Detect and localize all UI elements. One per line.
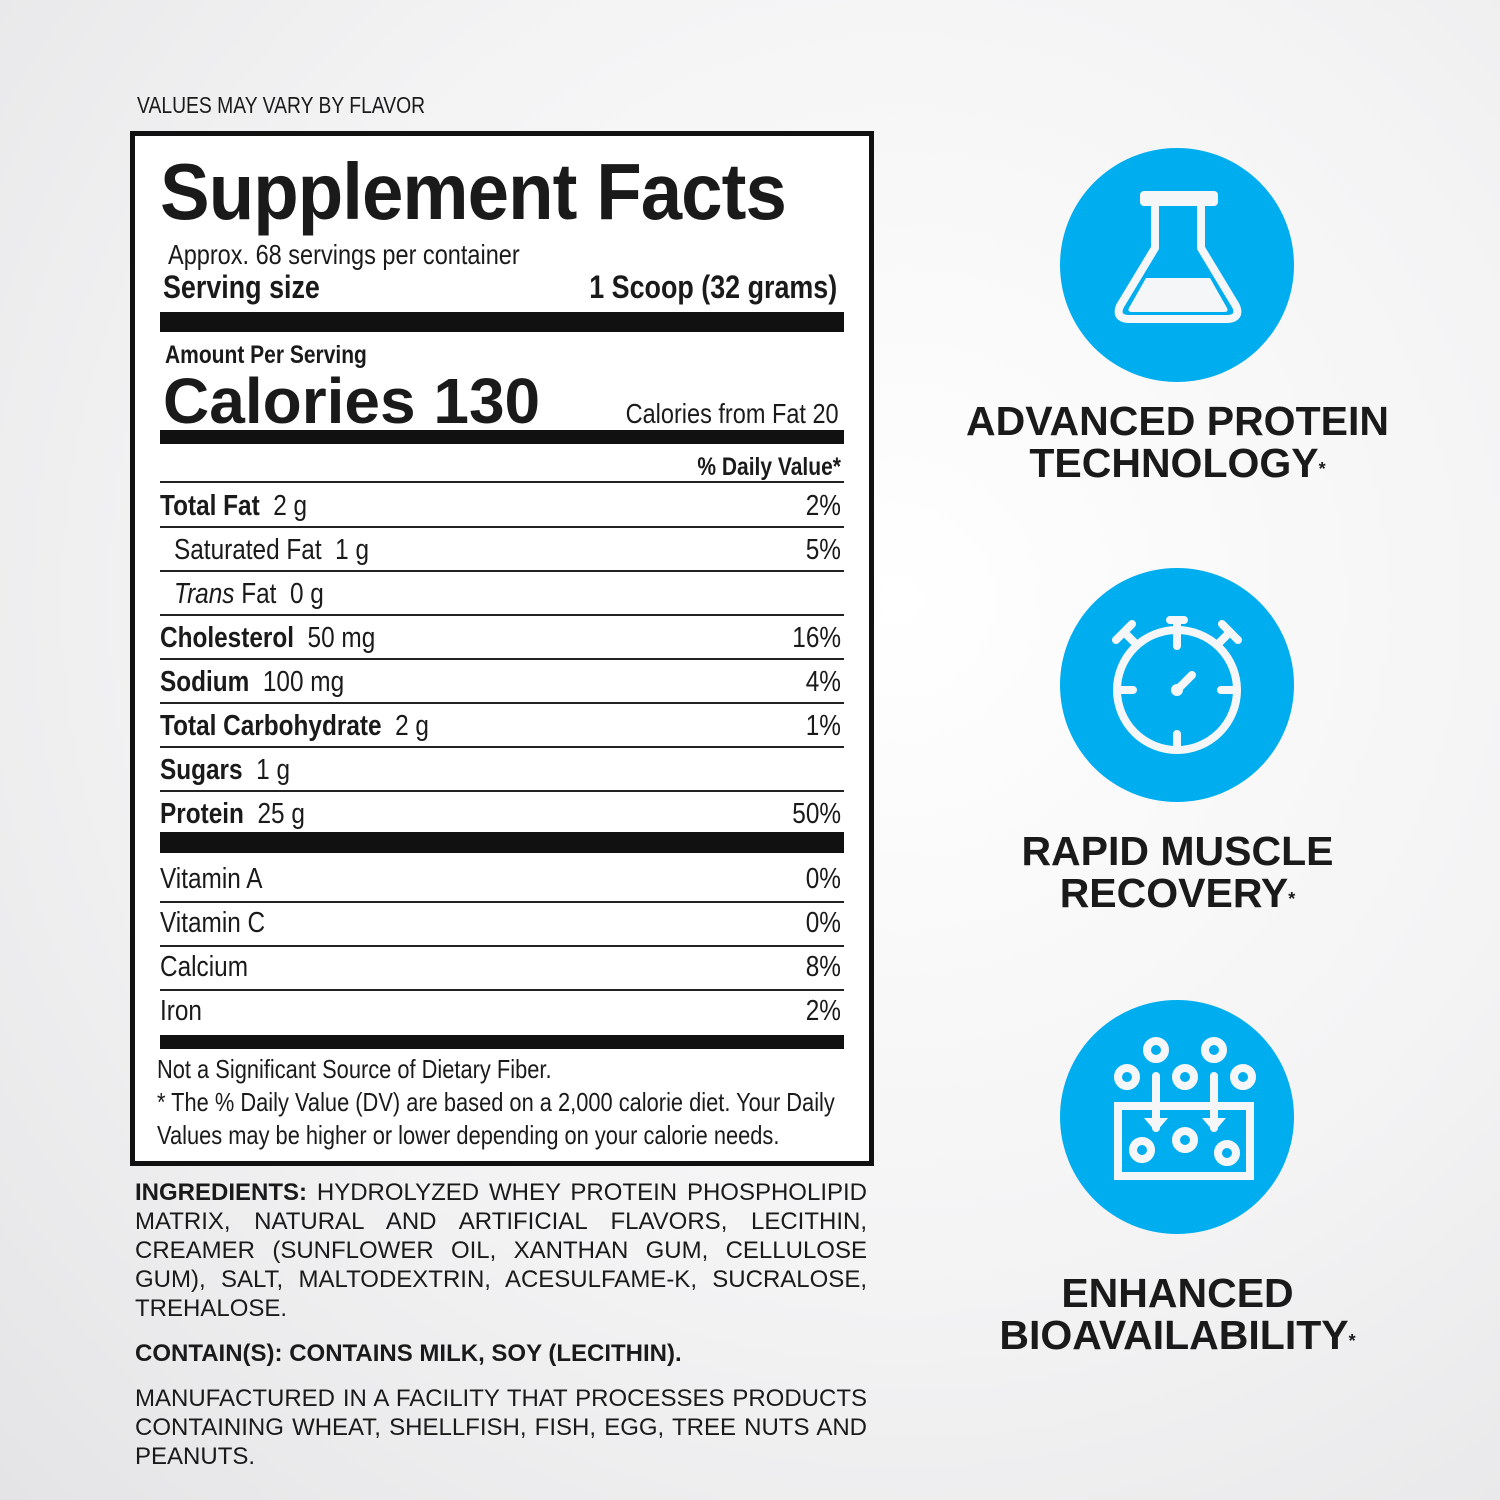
divider [160, 945, 844, 947]
daily-value: 50% [792, 797, 841, 830]
daily-value: 5% [805, 533, 841, 566]
ingredients-block: INGREDIENTS: HYDROLYZED WHEY PROTEIN PHO… [135, 1178, 867, 1471]
divider-thick [160, 832, 844, 853]
absorption-icon [1060, 1000, 1294, 1234]
facility-warning: MANUFACTURED IN A FACILITY THAT PROCESSE… [135, 1385, 867, 1470]
vitamin-row: Iron 2% [160, 994, 841, 1027]
flavor-note: VALUES MAY VARY BY FLAVOR [137, 92, 426, 118]
nutrient-row: Total Fat 2 g 2% [160, 489, 841, 522]
vitamin-row: Calcium 8% [160, 950, 841, 983]
ingredients-text: INGREDIENTS: HYDROLYZED WHEY PROTEIN PHO… [135, 1179, 867, 1322]
nutrient-row: Sugars 1 g [160, 753, 291, 786]
nutrient-row: Protein 25 g 50% [160, 797, 841, 830]
allergen-contains: CONTAIN(S): CONTAINS MILK, SOY (LECITHIN… [135, 1340, 682, 1367]
daily-value: 4% [805, 665, 841, 698]
nutrient-row: Cholesterol 50 mg 16% [160, 621, 841, 654]
supplement-facts-label: Supplement Facts Approx. 68 servings per… [130, 131, 874, 1166]
divider [160, 481, 844, 483]
divider [160, 702, 844, 704]
footnote-fiber: Not a Significant Source of Dietary Fibe… [157, 1054, 552, 1084]
feature-rapid-recovery: RAPID MUSCLE RECOVERY* [1021, 828, 1334, 916]
nutrient-row: Sodium 100 mg 4% [160, 665, 841, 698]
servings-per-container: Approx. 68 servings per container [168, 239, 520, 270]
nutrient-row: Saturated Fat 1 g 5% [174, 533, 841, 566]
divider-thick [160, 430, 844, 444]
footnote-dv-2: Values may be higher or lower depending … [157, 1120, 780, 1150]
divider-thick [160, 1035, 844, 1049]
divider [160, 790, 844, 792]
daily-value: 2% [805, 489, 841, 522]
daily-value: 1% [805, 709, 841, 742]
vitamin-row: Vitamin C 0% [160, 906, 841, 939]
footnote-dv: * The % Daily Value (DV) are based on a … [157, 1087, 835, 1117]
divider [160, 989, 844, 991]
divider [160, 746, 844, 748]
label-title: Supplement Facts [160, 147, 787, 236]
nutrient-row: Total Carbohydrate 2 g 1% [160, 709, 841, 742]
feature-bioavailability: ENHANCED BIOAVAILABILITY* [999, 1270, 1356, 1358]
divider [160, 526, 844, 528]
divider [160, 570, 844, 572]
divider [160, 658, 844, 660]
divider [160, 901, 844, 903]
divider-thick [160, 312, 844, 332]
serving-size-row: Serving size 1 Scoop (32 grams) [163, 268, 837, 305]
vitamin-row: Vitamin A 0% [160, 862, 841, 895]
calories-from-fat: Calories from Fat 20 [625, 398, 839, 429]
daily-value: 16% [792, 621, 841, 654]
flask-icon [1060, 148, 1294, 382]
nutrient-row: Trans Fat 0 g [174, 577, 324, 610]
calories: Calories 130 [163, 365, 541, 437]
stopwatch-icon [1060, 568, 1294, 802]
amount-per-serving: Amount Per Serving [165, 341, 367, 369]
divider [160, 614, 844, 616]
feature-advanced-protein: ADVANCED PROTEIN TECHNOLOGY* [966, 398, 1389, 486]
daily-value-header: % Daily Value* [697, 452, 841, 481]
